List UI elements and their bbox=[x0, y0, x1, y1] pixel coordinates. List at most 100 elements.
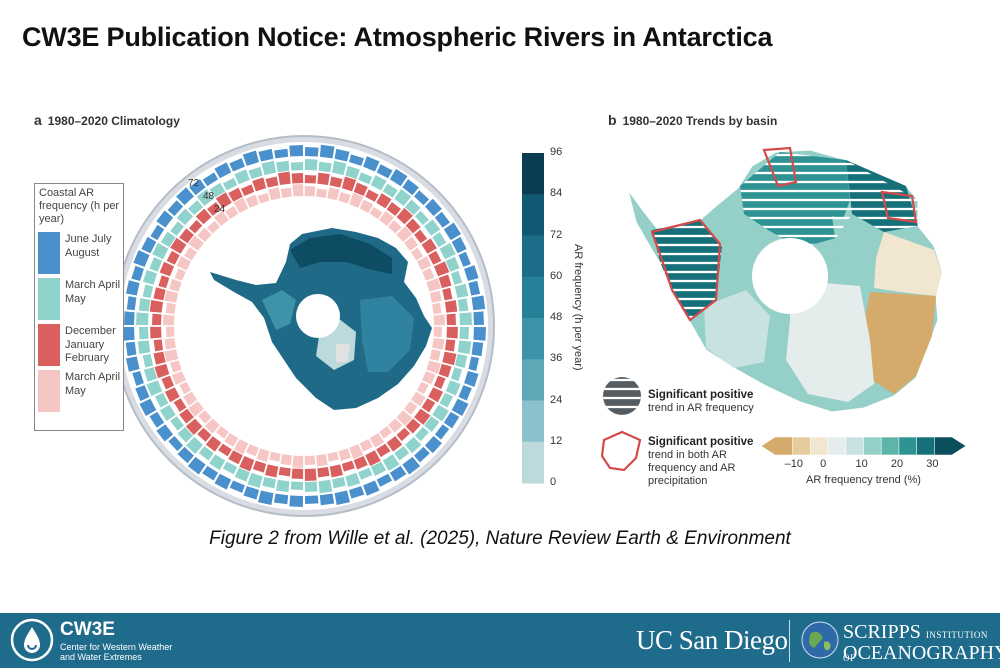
ring-segment bbox=[451, 398, 469, 417]
page-title: CW3E Publication Notice: Atmospheric Riv… bbox=[22, 22, 773, 52]
ring-segment bbox=[154, 363, 170, 379]
ring-segment bbox=[156, 424, 174, 442]
colorbar-trend-segment bbox=[760, 436, 793, 456]
ring-segment bbox=[432, 338, 445, 350]
ring-segment bbox=[245, 194, 259, 208]
ring-segment bbox=[133, 250, 150, 267]
ring-segment bbox=[188, 235, 204, 251]
ring-label-72: 72 bbox=[188, 178, 200, 189]
ring-segment bbox=[177, 426, 194, 443]
ring-segment bbox=[349, 444, 364, 460]
hatch-legend-desc: trend in AR frequency bbox=[648, 402, 754, 414]
ring-segment bbox=[434, 211, 451, 228]
ring-segment bbox=[183, 391, 198, 406]
ring-segment bbox=[142, 269, 158, 285]
ring-segment bbox=[304, 186, 316, 197]
ring-segment bbox=[137, 340, 151, 355]
ring-segment bbox=[304, 455, 316, 465]
colorbar-trend-segment bbox=[934, 436, 967, 456]
colorbar-frequency bbox=[522, 153, 544, 484]
ring-segment bbox=[338, 191, 351, 204]
ring-segment bbox=[358, 467, 373, 480]
ring-segment bbox=[188, 401, 204, 417]
hatch-peninsula bbox=[652, 220, 722, 320]
ring-segment bbox=[410, 247, 424, 261]
colorbar-frequency-tick: 24 bbox=[550, 393, 563, 406]
colorbar-frequency-tick: 72 bbox=[550, 228, 563, 241]
ring-segment bbox=[206, 202, 222, 216]
basin-negative bbox=[860, 292, 936, 394]
ring-segment bbox=[136, 312, 149, 326]
ring-segment bbox=[473, 311, 484, 325]
ring-segment bbox=[376, 193, 392, 209]
ring-segment bbox=[396, 207, 413, 225]
ring-segment bbox=[445, 256, 460, 272]
ring-segment bbox=[404, 401, 418, 415]
ring-segment bbox=[278, 466, 291, 477]
ring-segment bbox=[161, 375, 175, 390]
map-shade-east bbox=[360, 296, 414, 372]
ring-segment bbox=[153, 339, 164, 352]
ring-segment bbox=[185, 418, 203, 435]
ring-segment bbox=[209, 182, 226, 198]
panel-a-title: a 1980–2020 Climatology bbox=[34, 112, 180, 128]
ring-segment bbox=[327, 187, 340, 201]
ring-segment bbox=[444, 300, 458, 313]
colorbar-trend-tick: –10 bbox=[784, 458, 804, 470]
scripps-line-1: SCRIPPS INSTITUTION OF bbox=[843, 621, 1000, 667]
ring-segment bbox=[426, 360, 441, 374]
ring-segment bbox=[439, 392, 454, 408]
ring-segment bbox=[184, 246, 198, 261]
ring-segment bbox=[454, 283, 469, 298]
ring-segment bbox=[458, 251, 471, 267]
ring-segment bbox=[189, 179, 206, 196]
ring-segment bbox=[239, 455, 255, 472]
ring-segment bbox=[205, 436, 222, 452]
basin-neutral-2 bbox=[786, 280, 874, 402]
ring-segment bbox=[207, 220, 220, 234]
colorbar-trend-segment bbox=[810, 436, 829, 456]
legend-label: March April May bbox=[65, 371, 121, 397]
ring-segment bbox=[234, 169, 250, 185]
legend-label: December January February bbox=[65, 325, 116, 364]
ring-segment bbox=[125, 280, 140, 296]
ring-segment bbox=[158, 275, 170, 289]
panel-a-letter: a bbox=[34, 112, 42, 128]
ring-segment bbox=[451, 236, 467, 254]
ring-segment bbox=[290, 162, 304, 171]
outline-peninsula bbox=[650, 218, 722, 322]
map-shade-light bbox=[262, 290, 296, 330]
colorbar-frequency-tick: 84 bbox=[550, 187, 563, 200]
ring-segment bbox=[388, 418, 403, 433]
ring-segment bbox=[424, 219, 441, 236]
hatch-legend-text: Significant positive trend in AR frequen… bbox=[648, 389, 754, 415]
ring-segment bbox=[422, 371, 436, 385]
ring-segment bbox=[187, 456, 206, 475]
ring-segment bbox=[139, 326, 149, 340]
ring-segment bbox=[247, 472, 263, 489]
colorbar-trend-tick: 0 bbox=[820, 458, 827, 470]
ring-segment bbox=[316, 188, 328, 198]
footer-divider bbox=[789, 620, 790, 662]
ring-segment bbox=[252, 460, 267, 473]
ring-segment bbox=[370, 175, 387, 191]
footer-bar: CW3E Center for Western Weather and Wate… bbox=[0, 613, 1000, 668]
ring-segment bbox=[177, 446, 194, 464]
ring-segment bbox=[149, 257, 163, 272]
ring-segment bbox=[396, 427, 411, 442]
ring-segment bbox=[439, 242, 456, 260]
ring-segment bbox=[379, 426, 393, 439]
ring-segment bbox=[198, 410, 212, 424]
legend-header: Coastal AR frequency (h per year) bbox=[39, 187, 120, 225]
ring-segment bbox=[304, 481, 318, 492]
ring-segment bbox=[471, 341, 484, 357]
ring-segment bbox=[443, 222, 462, 241]
ring-segment bbox=[197, 427, 212, 442]
scripps-line-2: OCEANOGRAPHY bbox=[843, 642, 1000, 664]
colorbar-frequency-segment bbox=[522, 235, 544, 278]
ring-segment bbox=[198, 446, 214, 461]
colorbar-frequency-label: AR frequency (h per year) bbox=[572, 244, 584, 371]
ring-segment bbox=[214, 210, 229, 226]
ring-segment bbox=[370, 461, 387, 477]
ring-segment bbox=[319, 493, 335, 506]
